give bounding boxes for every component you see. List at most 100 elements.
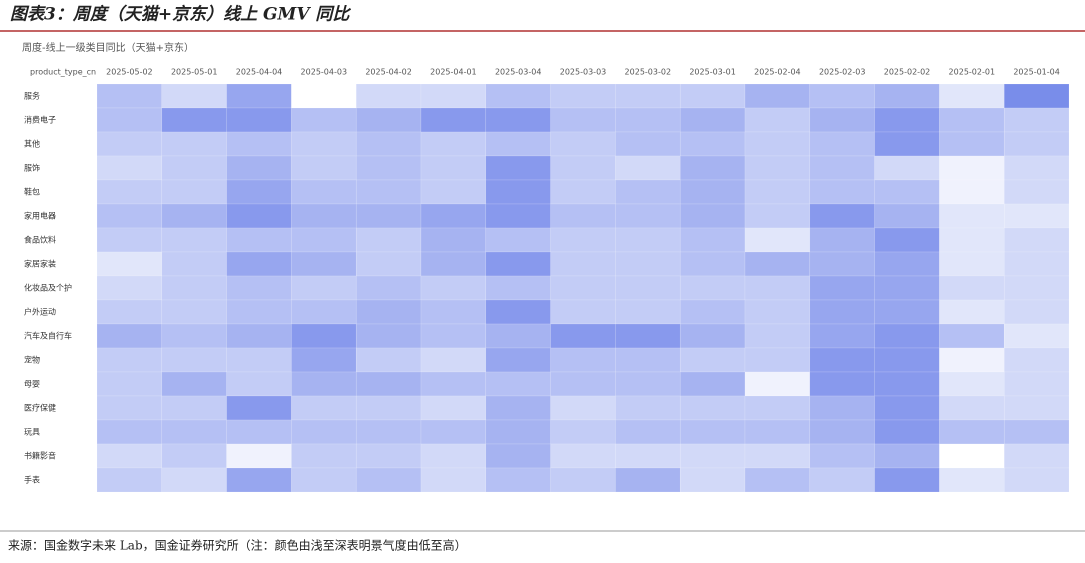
heatmap-cell (679, 83, 746, 109)
heatmap-cell (550, 203, 616, 229)
heatmap-cell (874, 107, 940, 133)
heatmap-cell (939, 275, 1005, 301)
y-tick-label: 消费电子 (24, 115, 56, 125)
heatmap-cell (744, 131, 811, 157)
heatmap-cell (420, 371, 487, 397)
heatmap-cell (96, 419, 163, 445)
heatmap-cell (550, 419, 616, 445)
heatmap-cell (96, 227, 163, 253)
heatmap-cell (809, 347, 875, 373)
heatmap-cell (809, 443, 875, 469)
heatmap-cell (161, 347, 227, 373)
y-tick-label: 家居家装 (24, 259, 56, 269)
heatmap-cell (809, 467, 875, 493)
heatmap-cell (744, 299, 811, 325)
heatmap-cell (615, 131, 681, 157)
heatmap-cell (550, 395, 616, 421)
heatmap-cell (96, 275, 163, 301)
heatmap-cell (615, 443, 681, 469)
heatmap-cell (485, 323, 551, 349)
chart-title: 周度-线上一级类目同比（天猫+京东） (22, 41, 194, 54)
heatmap-cell (550, 155, 616, 181)
heatmap-cell (161, 443, 227, 469)
heatmap-cell (939, 107, 1005, 133)
heatmap-cell (226, 419, 292, 445)
heatmap-cell (291, 467, 357, 493)
heatmap-cell (874, 83, 940, 109)
heatmap-cell (679, 419, 746, 445)
x-tick-label: 2025-04-03 (301, 68, 348, 77)
heatmap-cell (679, 299, 746, 325)
heatmap-cell (550, 347, 616, 373)
heatmap-cell (291, 347, 357, 373)
heatmap-cell (226, 347, 292, 373)
heatmap-cell (744, 203, 811, 229)
heatmap-cell (679, 347, 746, 373)
y-tick-label: 医疗保健 (24, 403, 56, 413)
heatmap-cell (96, 107, 163, 133)
heatmap-cell (226, 443, 292, 469)
heatmap-cell (355, 83, 422, 109)
x-tick-label: 2025-03-04 (495, 68, 542, 77)
x-tick-label: 2025-03-02 (625, 68, 672, 77)
y-tick-label: 宠物 (24, 355, 40, 365)
heatmap-cell (420, 275, 487, 301)
heatmap-cell (96, 467, 163, 493)
heatmap-cell (355, 371, 422, 397)
heatmap-cell (679, 251, 746, 277)
heatmap-cell (291, 227, 357, 253)
y-tick-label: 母婴 (24, 380, 40, 389)
heatmap-cell (226, 179, 292, 205)
heatmap-cell (939, 395, 1005, 421)
heatmap-cell (96, 323, 163, 349)
heatmap-cell (355, 467, 422, 493)
y-tick-label: 其他 (24, 139, 40, 149)
heatmap-cell (355, 203, 422, 229)
x-tick-label: 2025-03-03 (560, 68, 607, 77)
x-tick-label: 2025-04-04 (236, 68, 283, 77)
heatmap-cell (939, 299, 1005, 325)
heatmap-cell (874, 299, 940, 325)
x-tick-label: 2025-02-02 (884, 68, 931, 77)
y-tick-label: 手表 (24, 475, 40, 485)
y-tick-label: 鞋包 (24, 187, 40, 197)
heatmap-cell (809, 203, 875, 229)
heatmap-cell (1003, 467, 1070, 493)
heatmap-cell (679, 179, 746, 205)
heatmap-cell (744, 419, 811, 445)
heatmap-cell (874, 371, 940, 397)
x-tick-label: 2025-04-01 (430, 68, 477, 77)
heatmap-cell (679, 371, 746, 397)
heatmap-cell (291, 371, 357, 397)
heatmap-cell (420, 227, 487, 253)
heatmap-cell (744, 179, 811, 205)
heatmap-cell (420, 179, 487, 205)
heatmap-cell (744, 371, 811, 397)
heatmap-cell (550, 251, 616, 277)
heatmap-cell (161, 395, 227, 421)
heatmap-cell (226, 251, 292, 277)
x-tick-label: 2025-02-01 (949, 68, 996, 77)
heatmap-cell (355, 227, 422, 253)
y-tick-label: 汽车及自行车 (24, 331, 72, 341)
heatmap-cell (744, 227, 811, 253)
heatmap-cell (291, 251, 357, 277)
heatmap-cell (291, 443, 357, 469)
heatmap-cell (939, 347, 1005, 373)
heatmap-cell (420, 131, 487, 157)
heatmap-cell (744, 467, 811, 493)
heatmap-cell (291, 299, 357, 325)
heatmap-cell (550, 131, 616, 157)
heatmap-cell (291, 155, 357, 181)
heatmap-cell (291, 179, 357, 205)
heatmap-cell (550, 299, 616, 325)
heatmap-cell (355, 155, 422, 181)
heatmap-cell (1003, 107, 1070, 133)
x-tick-label: 2025-01-04 (1013, 68, 1060, 77)
heatmap-cell (679, 275, 746, 301)
heatmap-cell (679, 227, 746, 253)
heatmap-cell (939, 83, 1005, 109)
heatmap-cell (615, 275, 681, 301)
heatmap-cell (355, 251, 422, 277)
